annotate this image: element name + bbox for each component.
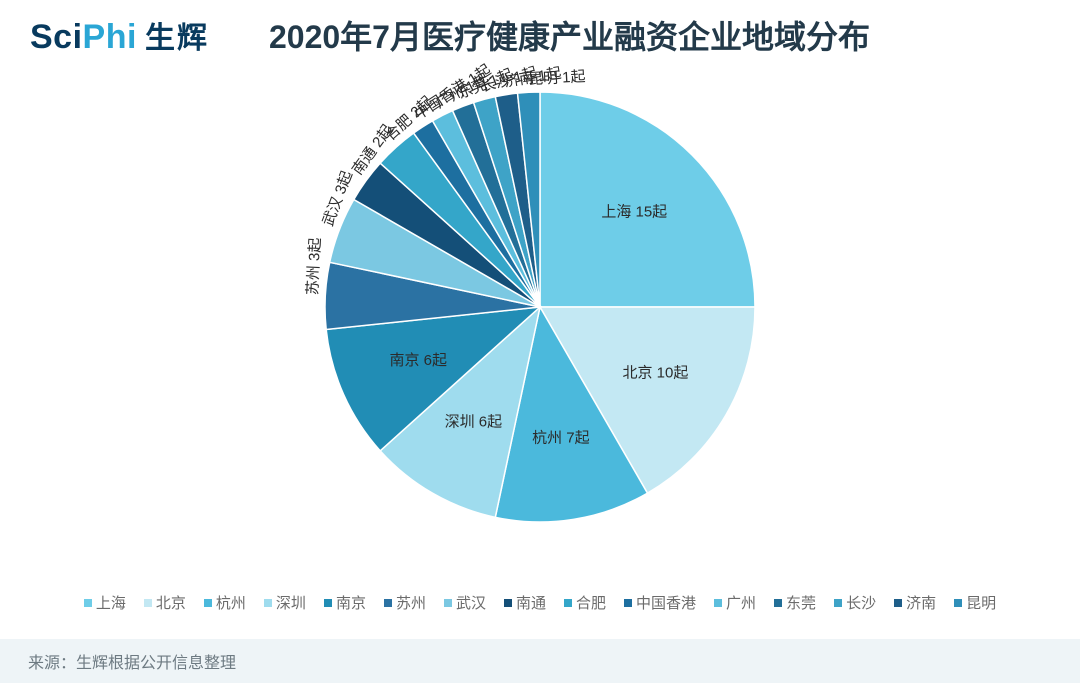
source-text: 生辉根据公开信息整理 <box>76 649 236 673</box>
legend-item: 昆明 <box>954 592 996 613</box>
legend-swatch <box>834 599 842 607</box>
legend-swatch <box>624 599 632 607</box>
legend-swatch <box>954 599 962 607</box>
source-label: 来源： <box>28 649 76 673</box>
legend-item: 上海 <box>84 592 126 613</box>
page: SciPhi 生辉 2020年7月医疗健康产业融资企业地域分布 上海 15起北京… <box>0 0 1080 683</box>
legend-swatch <box>504 599 512 607</box>
legend-swatch <box>324 599 332 607</box>
legend-swatch <box>564 599 572 607</box>
slice-label: 昆明 1起 <box>528 68 586 88</box>
pie-chart: 上海 15起北京 10起杭州 7起深圳 6起南京 6起苏州 3起武汉 3起南通 … <box>160 37 920 557</box>
legend-item: 武汉 <box>444 592 486 613</box>
logo-en-prefix: Sci <box>30 18 83 56</box>
legend-swatch <box>204 599 212 607</box>
legend-label: 合肥 <box>576 592 606 613</box>
legend-label: 武汉 <box>456 592 486 613</box>
legend-item: 深圳 <box>264 592 306 613</box>
legend-label: 昆明 <box>966 592 996 613</box>
legend-swatch <box>264 599 272 607</box>
legend-swatch <box>384 599 392 607</box>
legend-item: 南通 <box>504 592 546 613</box>
chart-area: 上海 15起北京 10起杭州 7起深圳 6起南京 6起苏州 3起武汉 3起南通 … <box>0 58 1080 578</box>
legend-label: 北京 <box>156 592 186 613</box>
legend-label: 上海 <box>96 592 126 613</box>
legend-item: 杭州 <box>204 592 246 613</box>
slice-label: 南京 6起 <box>389 352 447 369</box>
legend-swatch <box>444 599 452 607</box>
legend-item: 北京 <box>144 592 186 613</box>
slice-label: 苏州 3起 <box>304 237 324 295</box>
legend-swatch <box>144 599 152 607</box>
footer: 来源： 生辉根据公开信息整理 <box>0 639 1080 683</box>
slice-label: 杭州 7起 <box>532 430 590 447</box>
legend-label: 南通 <box>516 592 546 613</box>
legend-label: 中国香港 <box>636 592 696 613</box>
legend-label: 南京 <box>336 592 366 613</box>
legend-item: 合肥 <box>564 592 606 613</box>
legend-label: 杭州 <box>216 592 246 613</box>
legend-item: 南京 <box>324 592 366 613</box>
legend-label: 长沙 <box>846 592 876 613</box>
legend-label: 广州 <box>726 592 756 613</box>
legend-item: 广州 <box>714 592 756 613</box>
legend-swatch <box>714 599 722 607</box>
legend-swatch <box>774 599 782 607</box>
legend-swatch <box>84 599 92 607</box>
slice-label: 深圳 6起 <box>445 414 503 431</box>
slice-label: 北京 10起 <box>623 365 689 382</box>
legend-item: 苏州 <box>384 592 426 613</box>
pie-slice <box>540 92 755 307</box>
slice-label: 上海 15起 <box>601 204 667 221</box>
legend-swatch <box>894 599 902 607</box>
legend-item: 长沙 <box>834 592 876 613</box>
legend-label: 苏州 <box>396 592 426 613</box>
legend-label: 深圳 <box>276 592 306 613</box>
legend-label: 东莞 <box>786 592 816 613</box>
legend-label: 济南 <box>906 592 936 613</box>
legend: 上海 北京 杭州 深圳 南京 苏州 武汉 南通 合肥 中国香港 广州 东莞 长沙 济南 昆明 <box>0 592 1080 613</box>
legend-item: 中国香港 <box>624 592 696 613</box>
legend-item: 东莞 <box>774 592 816 613</box>
legend-item: 济南 <box>894 592 936 613</box>
